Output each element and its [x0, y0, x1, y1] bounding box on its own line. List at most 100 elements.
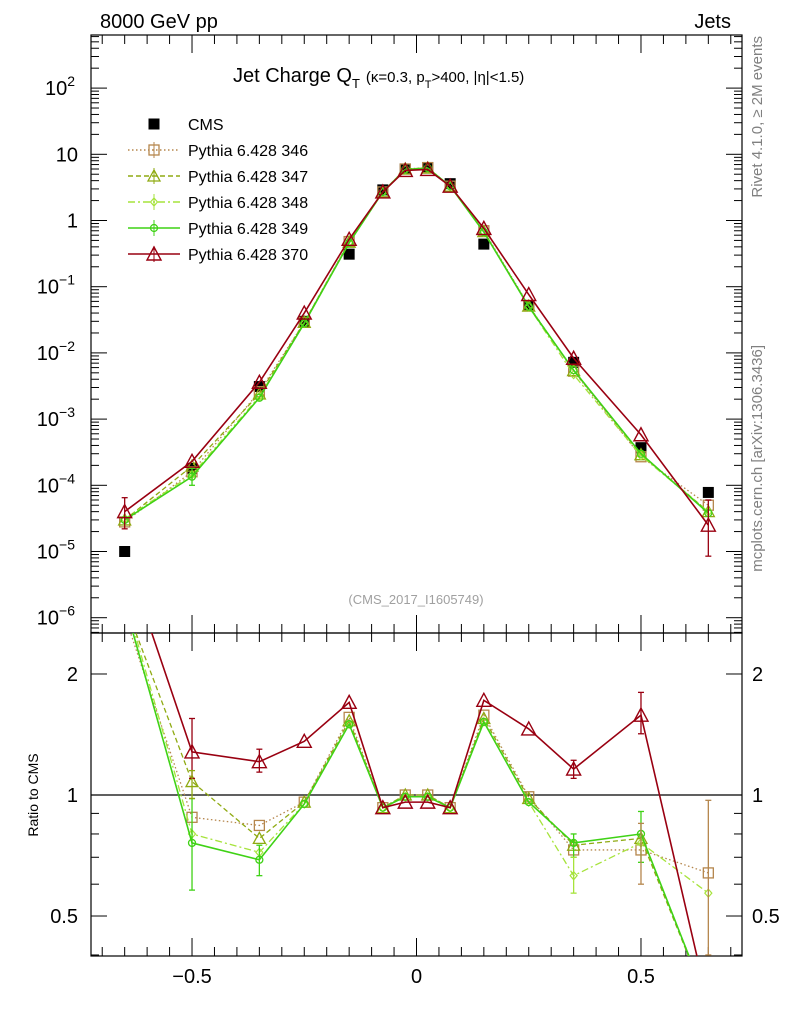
ratio-y-tick-label-right: 1 [752, 785, 763, 807]
legend-marker [149, 223, 159, 233]
ratio-data-point [475, 691, 493, 708]
ratio-plot-area [129, 633, 714, 956]
series-line [124, 168, 709, 526]
ratio-y-tick-label-right: 2 [752, 664, 763, 686]
ratio-data-point [397, 793, 414, 809]
ratio-data-point [520, 720, 537, 736]
main-y-tick-label: 10−1 [37, 272, 75, 299]
ratio-data-point [524, 797, 533, 807]
main-y-tick-label: 10−5 [37, 537, 75, 564]
ratio-data-point [423, 792, 432, 801]
ratio-y-tick-label-left: 0.5 [50, 906, 78, 928]
series-pythia-6-428-349 [120, 163, 713, 525]
data-point [565, 349, 582, 365]
legend-entry-pythia-6-428-346: Pythia 6.428 346 [128, 142, 308, 160]
data-point [569, 365, 578, 375]
data-point [442, 177, 459, 193]
ratio-data-point [340, 693, 358, 710]
data-point [300, 319, 309, 328]
main-y-tick-label: 10 [56, 144, 78, 166]
main-y-tick-label: 10−3 [37, 404, 75, 431]
ratio-data-point [479, 717, 488, 727]
data-point [632, 426, 650, 442]
ratio-series-line [134, 633, 709, 894]
chart-title: Jet Charge QT (κ=0.3, pT>400, |η|<1.5) [233, 65, 524, 91]
legend-marker [149, 197, 159, 207]
main-plot-area [116, 160, 717, 557]
mcplots-label: mcplots.cern.ch [arXiv:1306.3436] [749, 345, 766, 572]
legend-entry-pythia-6-428-347: Pythia 6.428 347 [128, 168, 308, 186]
error-bars [121, 467, 712, 557]
data-point [119, 546, 131, 557]
ratio-data-point [252, 831, 267, 845]
ratio-data-point [253, 819, 266, 832]
series-pythia-6-428-346 [119, 161, 714, 528]
data-point [475, 219, 493, 236]
series-pythia-6-428-370 [116, 160, 717, 532]
data-point [374, 183, 391, 199]
data-point [183, 452, 201, 469]
data-point [377, 184, 389, 196]
main-y-tick-labels: 102 10 1 10−1 10−2 10−3 10−4 10−5 10−6 [37, 73, 78, 630]
legend-entry-pythia-6-428-348: Pythia 6.428 348 [128, 194, 308, 212]
data-point [636, 449, 646, 458]
ratio-series-pythia-6-428-348 [134, 633, 713, 899]
main-y-tick-label: 10−4 [37, 470, 75, 497]
ratio-series-line [129, 633, 709, 874]
ratio-data-point [374, 799, 391, 815]
ratio-data-point [296, 732, 313, 749]
legend-entry-cms: CMS [148, 117, 224, 134]
rivet-label: Rivet 4.1.0, ≥ 2M events [749, 36, 766, 198]
main-y-tick-label: 10−2 [37, 338, 75, 365]
legend-label: Pythia 6.428 346 [188, 143, 308, 160]
data-point [702, 486, 714, 498]
ratio-data-point [401, 792, 410, 801]
series-pythia-6-428-347 [117, 160, 716, 526]
data-point [636, 450, 646, 461]
data-point [296, 304, 313, 320]
legend-marker [146, 168, 162, 182]
legend-label: CMS [188, 117, 224, 134]
series-line [124, 167, 709, 521]
ratio-data-point [300, 799, 309, 809]
data-point [444, 178, 456, 190]
ratio-data-point [345, 720, 354, 729]
main-y-tick-label: 102 [45, 73, 75, 100]
header-left: 8000 GeV pp [100, 11, 218, 33]
main-y-tick-label: 10−6 [37, 603, 75, 630]
x-tick-label: 0 [411, 966, 422, 988]
data-point [251, 373, 268, 389]
ratio-series-pythia-6-428-346 [129, 633, 714, 879]
legend-label: Pythia 6.428 347 [188, 169, 308, 186]
x-tick-label: 0.5 [627, 966, 655, 988]
legend-marker [148, 118, 160, 130]
ratio-y-tick-label-left: 1 [67, 785, 78, 807]
legend-marker [148, 144, 160, 156]
ratio-y-axis: 0.5 0.5 1 1 2 2 [50, 664, 780, 956]
ratio-error-bars [189, 691, 712, 956]
main-y-axis [91, 36, 742, 633]
ratio-series-line [135, 633, 690, 956]
legend-label: Pythia 6.428 348 [188, 195, 308, 212]
data-point [478, 238, 490, 250]
x-tick-label: −0.5 [172, 966, 211, 988]
data-point [343, 248, 355, 260]
legend-label: Pythia 6.428 349 [188, 221, 308, 238]
ratio-data-point [419, 793, 436, 809]
data-point [568, 356, 580, 368]
header-right: Jets [694, 11, 731, 33]
legend-label: Pythia 6.428 370 [188, 247, 308, 264]
data-point [419, 160, 436, 177]
data-point [397, 161, 414, 178]
data-point [340, 230, 358, 247]
ratio-series-line [150, 633, 698, 956]
legend-marker [145, 245, 163, 261]
legend-entry-pythia-6-428-349: Pythia 6.428 349 [128, 220, 308, 238]
ratio-data-point [442, 799, 459, 815]
x-axis: −0.5 0 0.5 [101, 35, 732, 988]
legend: CMS Pythia 6.428 346 Pythia 6.428 347 Pythi… [128, 117, 308, 264]
analysis-id: (CMS_2017_I1605749) [348, 592, 483, 607]
ratio-y-label: Ratio to CMS [25, 753, 41, 836]
legend-entry-pythia-6-428-370: Pythia 6.428 370 [128, 245, 308, 264]
